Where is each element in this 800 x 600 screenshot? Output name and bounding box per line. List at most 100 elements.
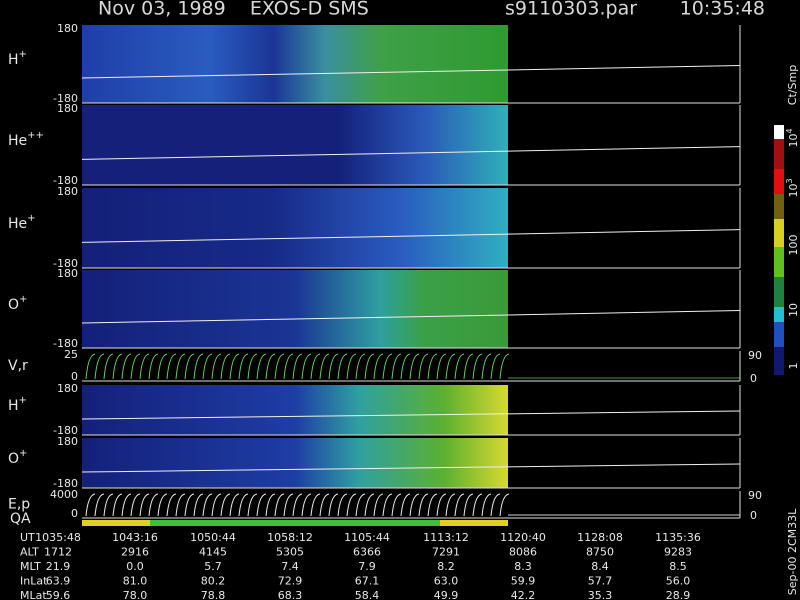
cell: 4145: [199, 546, 227, 559]
tick-label: 180: [57, 22, 78, 35]
trace: [175, 493, 186, 517]
trace: [301, 493, 312, 517]
trace: [301, 353, 312, 380]
tick-label: 0: [71, 507, 78, 520]
trace: [274, 493, 285, 517]
cell: 7.4: [281, 560, 299, 573]
panel-label-charge: +: [27, 213, 35, 224]
trace: [193, 353, 204, 380]
tick-label: -180: [53, 174, 78, 187]
trace: [211, 493, 222, 517]
panel-label: O+: [8, 294, 27, 313]
trace: [481, 353, 492, 380]
cell: 5.7: [204, 560, 222, 573]
trace: [382, 493, 393, 517]
cell: 8.5: [669, 560, 687, 573]
tick-label: 180: [57, 267, 78, 280]
info-table: UT 1035:48 1043:16 1050:44 1058:12 1105:44 111…: [20, 531, 701, 600]
trace: [81, 146, 741, 160]
trace: [238, 493, 249, 517]
time: 10:35:48: [680, 0, 765, 20]
panel-label-ion: H: [8, 52, 19, 68]
cell: 35.3: [588, 589, 613, 600]
cell: 8.4: [591, 560, 609, 573]
trace: [202, 353, 213, 380]
trace: [81, 463, 741, 473]
cell: 28.9: [666, 589, 691, 600]
trace: [184, 493, 195, 517]
spectrogram: [82, 25, 508, 103]
panel-label-charge: +: [19, 448, 27, 459]
panel-label-ion: O: [8, 297, 19, 313]
trace: [81, 65, 741, 79]
cell: 78.0: [123, 589, 148, 600]
cell: 2916: [121, 546, 149, 559]
qa-bar: [82, 520, 508, 526]
colorbar-unit: Ct/Smp: [786, 65, 799, 105]
cell: 81.0: [123, 575, 148, 588]
colorbar-label: 103: [785, 178, 800, 197]
trace: [346, 353, 357, 380]
trace: [463, 353, 474, 380]
cell: 72.9: [278, 575, 303, 588]
cell: 9283: [664, 546, 692, 559]
cell: 56.0: [666, 575, 691, 588]
cell: 8.3: [514, 560, 532, 573]
tick-label: -180: [53, 424, 78, 437]
colorbar: [774, 125, 784, 375]
cell: 59.6: [46, 589, 71, 600]
footer: Sep-00 2CM33L: [786, 508, 799, 595]
trace: [130, 353, 141, 380]
trace: [472, 493, 483, 517]
tick-label: -180: [53, 257, 78, 270]
cell: 1058:12: [267, 531, 313, 544]
cell: 49.9: [434, 589, 459, 600]
trace: [157, 353, 168, 380]
trace: [292, 353, 303, 380]
qa-label: QA: [10, 511, 31, 527]
trace: [364, 493, 375, 517]
cell: 7.9: [358, 560, 376, 573]
tick-label: 180: [57, 435, 78, 448]
cell: 8086: [509, 546, 537, 559]
trace: [148, 493, 159, 517]
trace: [292, 493, 303, 517]
trace: [247, 353, 258, 380]
trace: [310, 353, 321, 380]
row-label: MLat: [20, 589, 47, 600]
trace: [81, 310, 741, 324]
trace: [81, 410, 741, 420]
panel-label: H+: [8, 395, 27, 414]
qa-bar-segment: [82, 520, 150, 526]
trace: [229, 493, 240, 517]
trace: [373, 353, 384, 380]
cell: 63.0: [434, 575, 459, 588]
panel-label: H+: [8, 49, 27, 68]
trace: [463, 493, 474, 517]
trace: [418, 493, 429, 517]
cell: 0.0: [126, 560, 144, 573]
panel-label: He+: [8, 213, 36, 232]
trace: [103, 353, 114, 380]
trace: [94, 493, 105, 517]
trace: [490, 493, 501, 517]
trace: [103, 493, 114, 517]
colorbar-label-exp: 4: [785, 128, 794, 133]
trace: [355, 493, 366, 517]
trace: [256, 353, 267, 380]
colorbar-label-base: 10: [787, 184, 800, 198]
trace: [283, 493, 294, 517]
trace: [490, 353, 501, 380]
trace: [499, 493, 510, 517]
trace: [337, 353, 348, 380]
colorbar-label-exp: 3: [785, 178, 794, 183]
trace: [184, 353, 195, 380]
trace: [247, 493, 258, 517]
trace: [445, 353, 456, 380]
trace: [319, 353, 330, 380]
cell: 7291: [432, 546, 460, 559]
trace: [157, 493, 168, 517]
colorbar-label-base: 100: [787, 235, 800, 256]
